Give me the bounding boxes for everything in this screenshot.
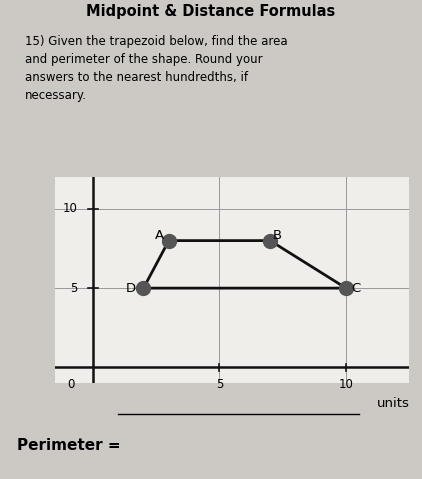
Text: Perimeter =: Perimeter = xyxy=(17,438,121,453)
Text: D: D xyxy=(126,282,136,295)
Point xyxy=(140,285,147,292)
Text: units: units xyxy=(376,397,409,410)
Point xyxy=(165,237,172,244)
Text: Midpoint & Distance Formulas: Midpoint & Distance Formulas xyxy=(87,3,335,19)
Text: 10: 10 xyxy=(338,378,354,391)
Point xyxy=(267,237,273,244)
Text: 10: 10 xyxy=(63,203,78,216)
Text: A: A xyxy=(155,228,165,241)
Text: 5: 5 xyxy=(216,378,223,391)
Text: B: B xyxy=(273,228,282,241)
Text: C: C xyxy=(352,282,361,295)
Point xyxy=(343,285,349,292)
Text: 5: 5 xyxy=(70,282,78,295)
Text: 0: 0 xyxy=(68,378,75,391)
Text: 15) Given the trapezoid below, find the area
and perimeter of the shape. Round y: 15) Given the trapezoid below, find the … xyxy=(25,35,288,103)
